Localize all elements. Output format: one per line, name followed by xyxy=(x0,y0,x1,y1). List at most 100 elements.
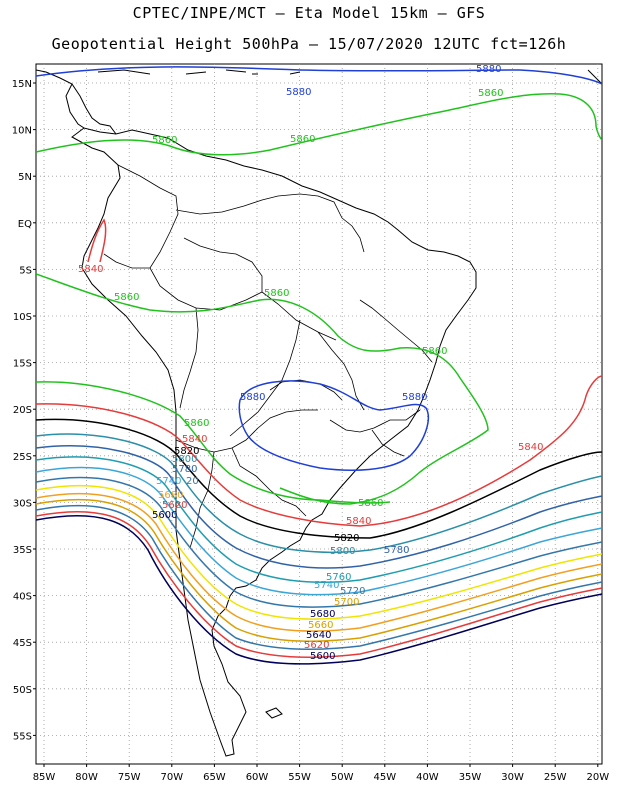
central-america-coast xyxy=(36,69,117,135)
contour-5600 xyxy=(36,514,602,665)
contours xyxy=(36,66,602,665)
lat-label: 55S xyxy=(13,731,32,742)
label-5680-s: 5680 xyxy=(310,609,335,620)
caribbean-islands xyxy=(97,69,301,75)
lat-label: 15N xyxy=(12,79,32,90)
contour-5880-north xyxy=(36,66,602,85)
falklands xyxy=(265,707,283,719)
label-5600-s: 5600 xyxy=(310,651,335,662)
label-5620-s: 5620 xyxy=(304,640,329,651)
africa-coast-fragment xyxy=(587,69,602,85)
label-5800-sw: 5800 xyxy=(172,454,197,465)
contour-5840-andes xyxy=(87,218,107,263)
label-5820-s: 5820 xyxy=(334,533,359,544)
label-5720-s: 5720 xyxy=(340,586,365,597)
label-5840-s: 5840 xyxy=(346,516,371,527)
contour-5700 xyxy=(36,484,602,620)
coastlines xyxy=(36,69,602,757)
label-5840-sw: 5840 xyxy=(182,434,207,445)
lat-label: 10S xyxy=(13,312,32,323)
country-borders xyxy=(103,164,433,549)
label-5600-sw: 5600 xyxy=(152,510,177,521)
contour-5640 xyxy=(36,504,602,651)
contour-5800 xyxy=(36,433,602,554)
contour-5840 xyxy=(36,375,602,527)
label-5860-w: 5860 xyxy=(114,292,139,303)
lat-label: 5S xyxy=(19,265,32,276)
label-5780-s: 5780 xyxy=(384,545,409,556)
contour-5760 xyxy=(36,456,602,584)
longitude-axis: 85W 80W 75W 70W 65W 60W 55W 50W 45W 40W 35W 30W 25W 2… xyxy=(33,764,609,783)
lon-label: 70W xyxy=(160,772,183,783)
lat-label: 20S xyxy=(13,405,32,416)
lat-label: 5N xyxy=(18,172,32,183)
label-5700-s: 5700 xyxy=(334,597,359,608)
lon-label: 40W xyxy=(416,772,439,783)
lat-label: 35S xyxy=(13,545,32,556)
label-5880-c1: 5880 xyxy=(240,392,265,403)
lon-label: 85W xyxy=(33,772,56,783)
label-5860-sw: 5860 xyxy=(184,418,209,429)
lat-lon-grid xyxy=(36,64,602,764)
label-5760-s: 5760 xyxy=(326,572,351,583)
label-5680-sw: 5680 xyxy=(158,490,183,501)
lon-label: 55W xyxy=(288,772,311,783)
contour-5860-mid xyxy=(36,273,489,505)
label-5880-top: 5880 xyxy=(476,64,501,75)
lat-label: 15S xyxy=(13,359,32,370)
contour-5740 xyxy=(36,466,602,596)
chart-title-line1: CPTEC/INPE/MCT – Eta Model 15km – GFS xyxy=(132,4,486,22)
label-5860-ne: 5860 xyxy=(478,88,503,99)
contour-5680 xyxy=(36,492,602,632)
lon-label: 45W xyxy=(373,772,396,783)
lat-label: 45S xyxy=(13,638,32,649)
lat-label: 50S xyxy=(13,685,32,696)
label-5740-s: 5740 xyxy=(314,580,339,591)
chart-title-line2: Geopotential Height 500hPa – 15/07/2020 … xyxy=(51,35,567,53)
lon-label: 50W xyxy=(331,772,354,783)
lon-label: 30W xyxy=(501,772,524,783)
label-5880-north: 5880 xyxy=(286,87,311,98)
label-5860-e: 5860 xyxy=(422,346,447,357)
lon-label: 60W xyxy=(246,772,269,783)
south-america-coast xyxy=(71,127,477,757)
contour-5860-north xyxy=(36,93,602,156)
lat-label: 10N xyxy=(12,126,32,137)
label-5880-c2: 5880 xyxy=(402,392,427,403)
label-5740-sw: 5740 xyxy=(156,476,181,487)
label-5840-e: 5840 xyxy=(518,442,543,453)
label-5620-sw: 5620 xyxy=(162,500,187,511)
label-5820-sw: 5820 xyxy=(174,446,199,457)
lon-label: 65W xyxy=(203,772,226,783)
label-5640-s: 5640 xyxy=(306,630,331,641)
plot-frame xyxy=(35,63,603,765)
lat-label: 25S xyxy=(13,452,32,463)
label-5780-sw: 5780 xyxy=(172,464,197,475)
lon-label: 35W xyxy=(459,772,482,783)
lon-label: 20W xyxy=(586,772,609,783)
lat-label: 30S xyxy=(13,498,32,509)
lat-label: 40S xyxy=(13,592,32,603)
contour-5620 xyxy=(36,510,602,659)
label-5800-s: 5800 xyxy=(330,546,355,557)
contour-labels: 5880 5880 5860 5860 5860 5840 5860 5860 … xyxy=(78,64,543,662)
latitude-axis: 15N 10N 5N EQ 5S 10S 15S 20S 25S 30S 35S 40S 45S 50S 5… xyxy=(12,79,36,742)
contour-5720 xyxy=(36,476,602,608)
contour-5880-center xyxy=(238,380,430,471)
lon-label: 80W xyxy=(75,772,98,783)
label-5860-n: 5860 xyxy=(290,134,315,145)
label-5840-andes: 5840 xyxy=(78,264,103,275)
contour-5860 xyxy=(36,381,391,504)
label-5660-s: 5660 xyxy=(308,620,333,631)
lon-label: 25W xyxy=(544,772,567,783)
label-5860-s: 5860 xyxy=(358,498,383,509)
contour-5780 xyxy=(36,445,602,569)
label-5860-c: 5860 xyxy=(264,288,289,299)
label-20-sw: 20 xyxy=(186,476,199,487)
lon-label: 75W xyxy=(118,772,141,783)
lat-label: EQ xyxy=(18,219,32,230)
contour-5820 xyxy=(36,418,602,539)
label-5860-nw: 5860 xyxy=(152,135,177,146)
contour-5660 xyxy=(36,498,602,642)
